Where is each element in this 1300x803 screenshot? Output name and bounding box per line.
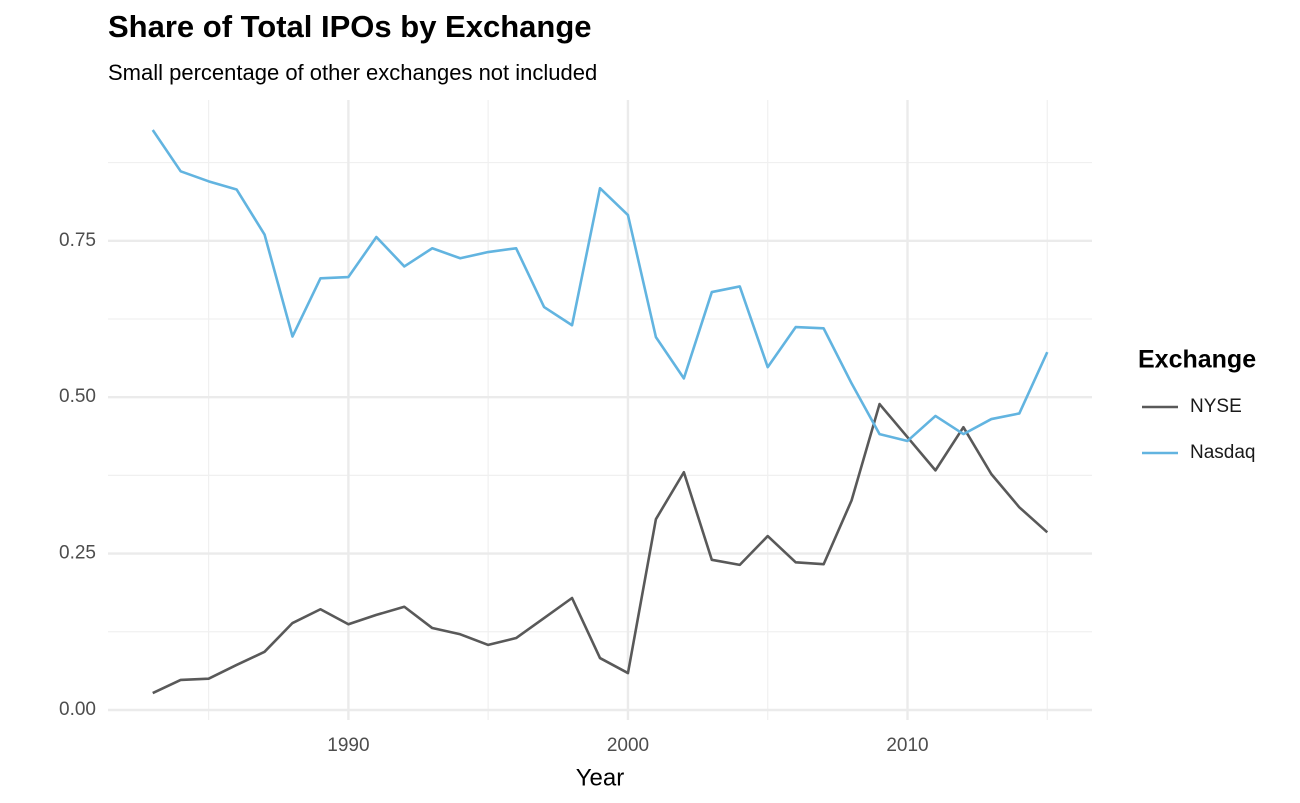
y-tick-label: 0.25 — [59, 543, 96, 564]
y-tick-label: 0.50 — [59, 386, 96, 407]
x-axis-title: Year — [576, 764, 625, 791]
grid — [108, 100, 1092, 720]
x-tick-label: 1990 — [327, 735, 369, 756]
series-line — [152, 402, 1049, 695]
chart-subtitle: Small percentage of other exchanges not … — [108, 60, 597, 85]
legend: Exchange NYSE Nasdaq — [1138, 346, 1256, 463]
y-tick-label: 0.75 — [59, 230, 96, 251]
lines — [151, 129, 1049, 695]
x-tick-label: 2010 — [886, 735, 928, 756]
legend-label: NYSE — [1190, 396, 1242, 417]
series-line — [151, 129, 1049, 443]
x-tick-label: 2000 — [607, 735, 649, 756]
legend-label: Nasdaq — [1190, 442, 1256, 463]
legend-title: Exchange — [1138, 346, 1256, 374]
y-tick-label: 0.00 — [59, 699, 96, 720]
chart-title: Share of Total IPOs by Exchange — [108, 9, 592, 44]
